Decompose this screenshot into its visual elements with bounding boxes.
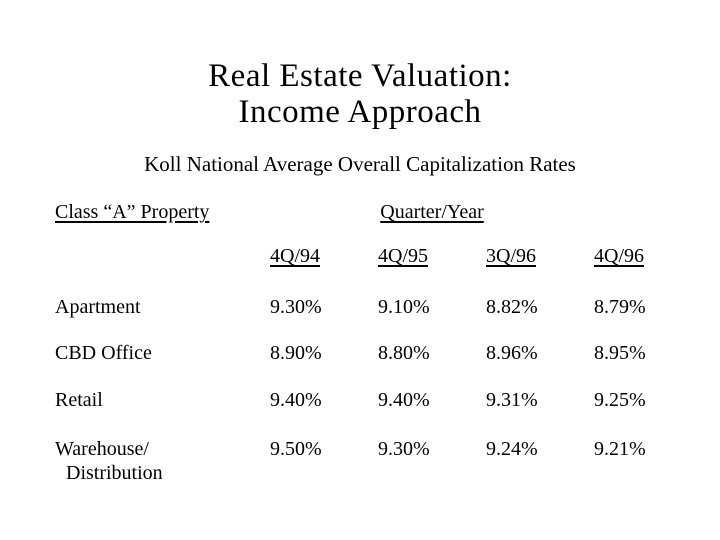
slide-title-line-2: Income Approach [238, 94, 482, 131]
cap-rate-value: 9.50% [270, 438, 322, 460]
row-label-apartment: Apartment [55, 295, 270, 341]
cap-rate-value: 8.80% [378, 342, 430, 364]
cap-rate-value: 8.90% [270, 342, 322, 364]
cap-rate-value: 9.21% [594, 438, 646, 460]
cap-rate-value: 8.82% [486, 296, 538, 318]
row-label-warehouse-distribution: Warehouse/ Distribution [55, 437, 270, 485]
row-label-line1: Apartment [55, 296, 141, 318]
spacer-cell [594, 200, 694, 244]
column-header-3q96: 3Q/96 [486, 245, 536, 267]
cap-rate-value: 9.10% [378, 296, 430, 318]
slide-title-line-1: Real Estate Valuation: [208, 58, 512, 94]
column-header-4q94: 4Q/94 [270, 245, 320, 267]
cap-rate-value: 8.95% [594, 342, 646, 364]
cap-rate-value: 9.30% [270, 296, 322, 318]
column-header-4q96: 4Q/96 [594, 245, 644, 267]
cap-rate-value: 9.40% [270, 389, 322, 411]
cap-rate-value: 8.96% [486, 342, 538, 364]
cap-rate-value: 9.25% [594, 389, 646, 411]
cap-rate-value: 9.24% [486, 438, 538, 460]
row-label-retail: Retail [55, 388, 270, 437]
row-label-line1: Warehouse/ [55, 438, 149, 460]
cap-rate-value: 9.30% [378, 438, 430, 460]
cap-rate-value: 9.31% [486, 389, 538, 411]
cap-rate-value: 8.79% [594, 296, 646, 318]
cap-rates-table: Class “A” Property Quarter/Year 4Q/94 4Q… [55, 200, 694, 485]
column-group-header: Quarter/Year [380, 201, 484, 223]
table-caption: Koll National Average Overall Capitaliza… [144, 152, 576, 176]
column-header-4q95: 4Q/95 [378, 245, 428, 267]
slide-title: Real Estate Valuation: Income Approach [0, 58, 720, 131]
row-label-cbd-office: CBD Office [55, 341, 270, 388]
cap-rate-value: 9.40% [378, 389, 430, 411]
spacer-cell [55, 244, 270, 295]
row-group-header: Class “A” Property [55, 201, 210, 223]
row-label-line1: Retail [55, 389, 103, 411]
row-label-line1: CBD Office [55, 342, 152, 364]
row-label-line2: Distribution [66, 462, 163, 484]
